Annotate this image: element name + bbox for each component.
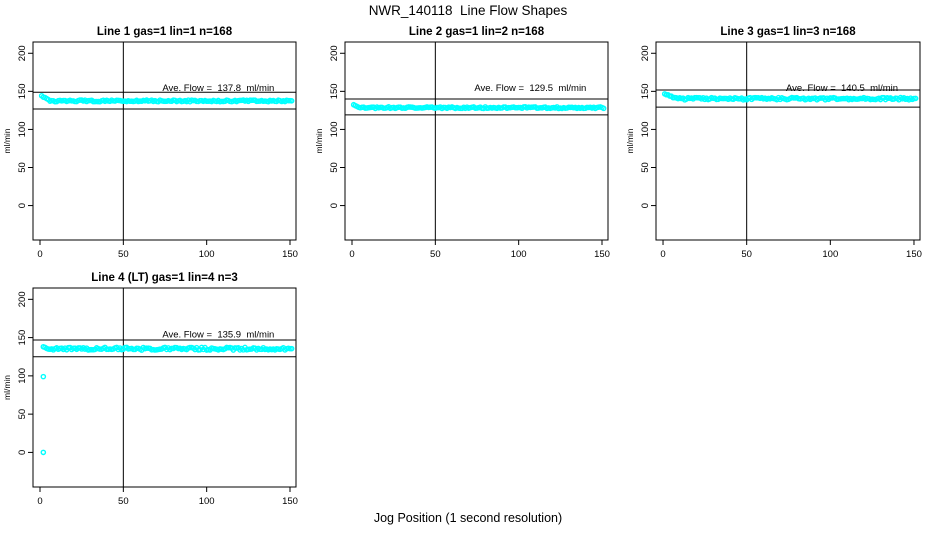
subplot-line-3: Line 3 gas=1 lin=3 n=168 Ave. Flow = 140.…: [625, 26, 922, 260]
y-tick-label: 0: [329, 203, 340, 208]
data-point: [600, 105, 607, 112]
x-tick-label: 150: [282, 496, 298, 507]
y-axis-title: ml/min: [625, 128, 635, 153]
subplot-title: Line 2 gas=1 lin=2 n=168: [409, 26, 545, 38]
y-tick-label: 50: [640, 162, 651, 173]
data-point-outlier: [40, 373, 47, 380]
y-tick-label: 100: [640, 121, 651, 137]
subplot-title: Line 1 gas=1 lin=1 n=168: [97, 26, 233, 38]
y-tick-label: 200: [329, 45, 340, 61]
plot-border: [32, 41, 297, 241]
x-tick-label: 0: [660, 249, 665, 260]
x-tick-label: 50: [118, 249, 129, 260]
y-tick-label: 0: [17, 450, 28, 455]
y-axis-title: ml/min: [2, 375, 12, 400]
x-tick-label: 100: [822, 249, 838, 260]
y-tick-label: 100: [17, 121, 28, 137]
ave-flow-annotation: Ave. Flow = 137.8 ml/min: [162, 83, 274, 94]
y-tick-label: 0: [640, 203, 651, 208]
y-tick-label: 100: [17, 368, 28, 384]
plot-border: [344, 41, 609, 241]
x-tick-label: 50: [741, 249, 752, 260]
x-axis-label: Jog Position (1 second resolution): [373, 511, 563, 525]
y-tick-label: 200: [17, 291, 28, 307]
data-point: [912, 95, 919, 102]
y-axis-title: ml/min: [314, 128, 324, 153]
x-tick-label: 150: [594, 249, 610, 260]
y-tick-label: 200: [640, 45, 651, 61]
ave-flow-annotation: Ave. Flow = 129.5 ml/min: [474, 83, 586, 94]
y-tick-label: 50: [17, 409, 28, 420]
main-title: NWR_140118 Line Flow Shapes: [368, 3, 568, 18]
x-tick-label: 150: [906, 249, 922, 260]
data-point-outlier: [40, 449, 47, 456]
ave-flow-annotation: Ave. Flow = 135.9 ml/min: [162, 329, 274, 340]
x-tick-label: 0: [349, 249, 354, 260]
x-tick-label: 50: [118, 496, 129, 507]
y-axis-title: ml/min: [2, 128, 12, 153]
y-tick-label: 150: [329, 83, 340, 99]
ave-flow-annotation: Ave. Flow = 140.5 ml/min: [786, 83, 898, 94]
data-point: [288, 345, 295, 352]
x-tick-label: 0: [37, 496, 42, 507]
subplot-title: Line 3 gas=1 lin=3 n=168: [720, 26, 856, 38]
subplot-line-1: Line 1 gas=1 lin=1 n=168 Ave. Flow = 137.…: [2, 26, 298, 260]
y-tick-label: 150: [17, 83, 28, 99]
y-tick-label: 50: [329, 162, 340, 173]
x-tick-label: 100: [511, 249, 527, 260]
y-tick-label: 0: [17, 203, 28, 208]
y-tick-label: 150: [640, 83, 651, 99]
y-tick-label: 100: [329, 121, 340, 137]
x-tick-label: 100: [199, 249, 215, 260]
subplot-line-2: Line 2 gas=1 lin=2 n=168 Ave. Flow = 129.…: [314, 26, 610, 260]
subplot-line-4: Line 4 (LT) gas=1 lin=4 n=3 Ave. Flow = 1…: [2, 272, 298, 507]
x-tick-label: 100: [199, 496, 215, 507]
y-tick-label: 50: [17, 162, 28, 173]
x-tick-label: 0: [37, 249, 42, 260]
subplot-title: Line 4 (LT) gas=1 lin=4 n=3: [91, 272, 237, 284]
data-point: [288, 98, 295, 104]
x-tick-label: 50: [430, 249, 441, 260]
plot-border: [655, 41, 921, 241]
x-tick-label: 150: [282, 249, 298, 260]
y-tick-label: 150: [17, 330, 28, 346]
y-tick-label: 200: [17, 45, 28, 61]
plot-border: [32, 287, 297, 488]
